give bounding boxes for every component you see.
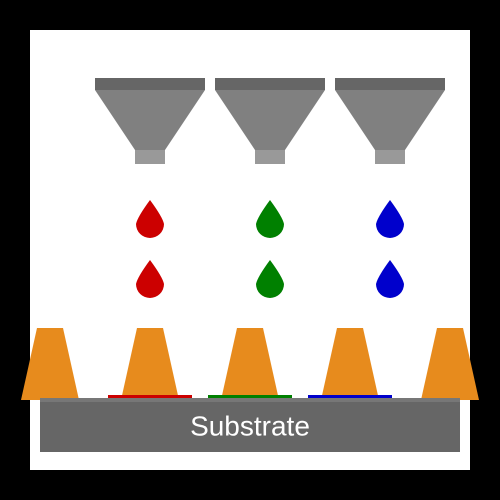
nozzle-outlet bbox=[135, 150, 165, 164]
diagram-svg: Substrate bbox=[0, 0, 500, 500]
substrate-label: Substrate bbox=[190, 411, 310, 442]
nozzle-rim bbox=[335, 78, 445, 90]
diagram-root: Substrate bbox=[0, 0, 500, 500]
nozzle-outlet bbox=[255, 150, 285, 164]
nozzle-outlet bbox=[375, 150, 405, 164]
nozzle-rim bbox=[215, 78, 325, 90]
nozzle-rim bbox=[95, 78, 205, 90]
